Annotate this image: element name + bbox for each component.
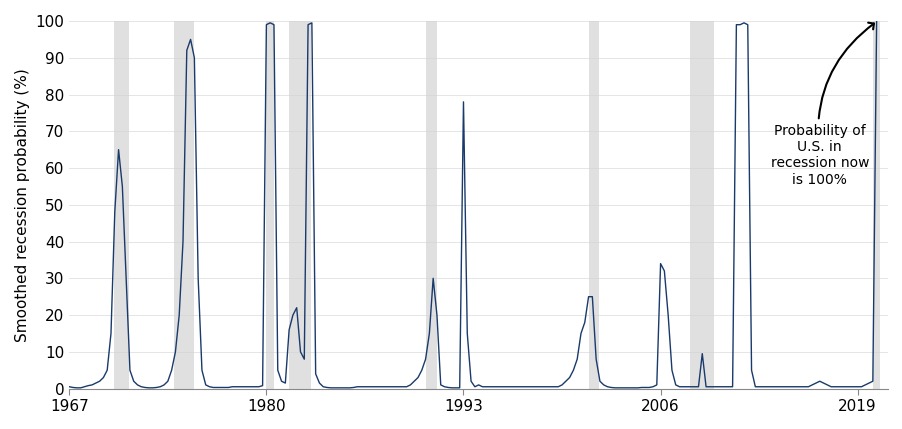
Bar	[872, 21, 879, 389]
Bar	[425, 21, 437, 389]
Bar	[588, 21, 598, 389]
Bar	[174, 21, 194, 389]
Bar	[114, 21, 129, 389]
Text: Probability of
U.S. in
recession now
is 100%: Probability of U.S. in recession now is …	[769, 23, 873, 187]
Y-axis label: Smoothed recession probability (%): Smoothed recession probability (%)	[15, 68, 30, 341]
Bar	[289, 21, 310, 389]
Bar	[266, 21, 273, 389]
Bar	[689, 21, 713, 389]
